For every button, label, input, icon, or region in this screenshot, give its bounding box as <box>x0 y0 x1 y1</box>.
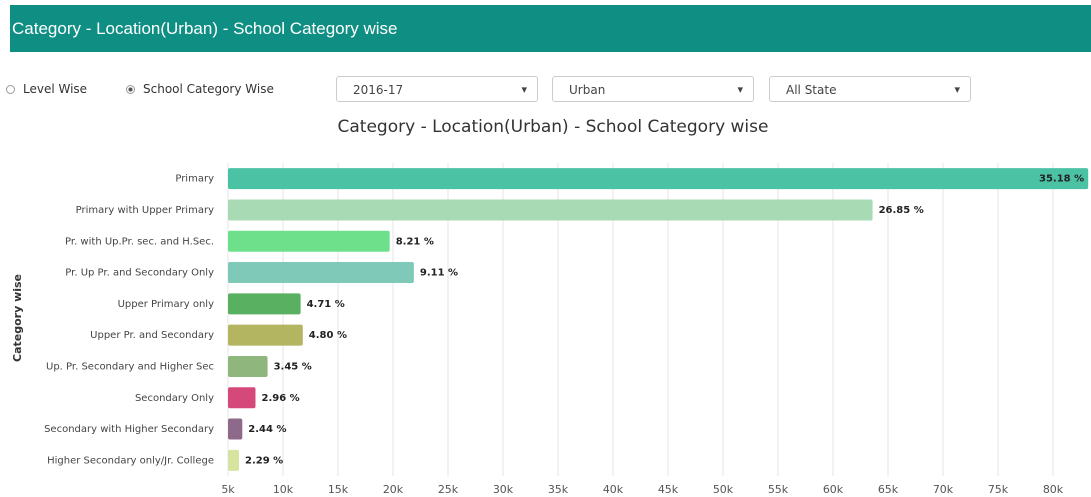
bar <box>228 293 301 315</box>
y-tick-label: Pr. with Up.Pr. sec. and H.Sec. <box>65 236 214 247</box>
y-tick-label: Primary <box>175 174 214 185</box>
x-tick-label: 50k <box>713 483 734 496</box>
radio-dot[interactable] <box>126 85 135 94</box>
bar <box>228 262 414 284</box>
y-tick-label: Higher Secondary only/Jr. College <box>47 455 214 466</box>
x-tick-label: 80k <box>1043 483 1064 496</box>
y-tick-label: Secondary with Higher Secondary <box>44 424 214 435</box>
bar-label: 4.80 % <box>309 330 347 341</box>
bar <box>228 199 873 221</box>
bar-label: 3.45 % <box>274 361 312 372</box>
y-tick-label: Upper Pr. and Secondary <box>90 330 214 341</box>
bar <box>228 387 256 409</box>
x-tick-label: 20k <box>383 483 404 496</box>
bar-label: 9.11 % <box>420 268 458 279</box>
x-tick-label: 25k <box>438 483 459 496</box>
bar-label: 4.71 % <box>307 299 345 310</box>
bar <box>228 168 1089 190</box>
x-tick-label: 35k <box>548 483 569 496</box>
bar <box>228 355 268 377</box>
chart-title: Category - Location(Urban) - School Cate… <box>338 117 769 137</box>
x-tick-label: 60k <box>823 483 844 496</box>
header-title: Category - Location(Urban) - School Cate… <box>10 5 1091 52</box>
bar-label: 26.85 % <box>879 205 924 216</box>
x-tick-label: 5k <box>221 483 235 496</box>
year-select[interactable]: 2016-17 <box>336 76 538 103</box>
x-tick-label: 65k <box>878 483 899 496</box>
x-tick-label: 10k <box>273 483 294 496</box>
x-tick-label: 15k <box>328 483 349 496</box>
x-tick-label: 70k <box>933 483 954 496</box>
y-axis-title: Category wise <box>11 274 24 362</box>
x-tick-label: 30k <box>493 483 514 496</box>
y-tick-label: Pr. Up Pr. and Secondary Only <box>65 268 214 279</box>
radio-label[interactable]: School Category Wise <box>143 82 274 96</box>
x-tick-label: 75k <box>988 483 1009 496</box>
y-tick-label: Secondary Only <box>135 393 214 404</box>
bar-label: 8.21 % <box>396 236 434 247</box>
y-tick-label: Primary with Upper Primary <box>76 205 214 216</box>
bar <box>228 324 303 346</box>
radio-level[interactable]: Level Wise <box>6 82 87 96</box>
x-tick-label: 45k <box>658 483 679 496</box>
bar <box>228 418 243 440</box>
y-tick-label: Upper Primary only <box>118 299 215 310</box>
bar-label: 2.29 % <box>245 455 283 466</box>
bar-label: 35.18 % <box>1039 174 1084 185</box>
radio-dot[interactable] <box>6 85 15 94</box>
y-tick-label: Up. Pr. Secondary and Higher Sec <box>46 361 214 372</box>
location-select[interactable]: Urban <box>552 76 754 103</box>
bar-label: 2.44 % <box>248 424 286 435</box>
radio-category[interactable]: School Category Wise <box>126 82 274 96</box>
bar <box>228 230 390 252</box>
bar <box>228 449 239 471</box>
x-tick-label: 55k <box>768 483 789 496</box>
radio-label[interactable]: Level Wise <box>23 82 88 96</box>
x-tick-label: 40k <box>603 483 624 496</box>
state-select[interactable]: All State <box>769 76 971 103</box>
bar-label: 2.96 % <box>262 393 300 404</box>
